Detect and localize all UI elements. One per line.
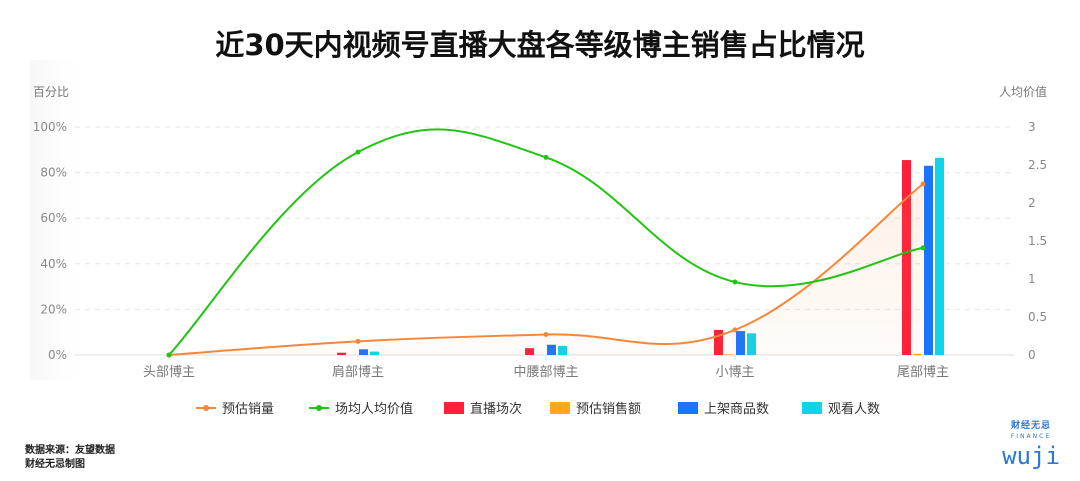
y2-tick-label: 3 [1028, 120, 1036, 134]
logo-cn: 财经无忌 [1010, 421, 1051, 431]
y2-tick-label: 1.5 [1028, 234, 1047, 248]
legend-label: 观看人数 [828, 401, 880, 417]
credit-text: 财经无忌制图 [25, 459, 85, 470]
y2-tick-label: 0 [1028, 348, 1036, 362]
y2-tick-label: 1 [1028, 272, 1036, 286]
point-场均人均价值 [166, 352, 172, 358]
legend-swatch [802, 402, 822, 414]
y2-tick-label: 2 [1028, 196, 1036, 210]
y-axis-label: 百分比 [33, 85, 69, 99]
y-tick-label: 80% [40, 166, 67, 180]
line-预估销量 [168, 183, 924, 356]
bar-观看人数 [935, 157, 944, 355]
chart-title: 近30天内视频号直播大盘各等级博主销售占比情况 [215, 28, 865, 62]
legend-swatch [678, 402, 698, 414]
wuji-logo: 财经无忌 FINANCE wuji [996, 420, 1066, 471]
legend-label: 预估销量 [222, 402, 274, 417]
x-tick-label: 小博主 [715, 365, 754, 380]
x-tick-label: 头部博主 [143, 365, 195, 380]
source-text: 数据来源：友望数据 [25, 445, 115, 456]
point-预估销量 [732, 327, 738, 333]
legend-label: 上架商品数 [704, 402, 769, 417]
legend-swatch [444, 402, 464, 414]
legend-swatch [550, 402, 570, 414]
y-tick-label: 40% [40, 257, 67, 271]
y-tick-label: 20% [40, 302, 67, 316]
y-tick-label: 100% [33, 120, 67, 134]
legend-swatch-dot [316, 405, 322, 411]
logo-en: FINANCE [1010, 433, 1052, 440]
y2-axis-label: 人均价值 [999, 84, 1047, 99]
logo-wordmark: wuji [1002, 442, 1060, 470]
y-tick-label: 0% [48, 348, 67, 362]
point-场均人均价值 [355, 149, 361, 155]
y-tick-label: 60% [40, 211, 67, 225]
legend-label: 场均人均价值 [335, 401, 413, 417]
point-预估销量 [920, 181, 926, 187]
point-场均人均价值 [732, 279, 738, 285]
source-note: 数据来源：友望数据 财经无忌制图 [25, 444, 115, 472]
point-预估销量 [355, 338, 361, 344]
legend-label: 预估销售额 [576, 401, 641, 417]
y2-tick-label: 0.5 [1028, 310, 1047, 324]
x-tick-label: 中腰部博主 [513, 365, 578, 380]
bar-上架商品数 [924, 165, 933, 355]
point-场均人均价值 [543, 154, 549, 160]
legend-label: 直播场次 [470, 401, 522, 417]
legend-swatch-dot [203, 405, 209, 411]
y2-tick-label: 2.5 [1028, 158, 1047, 172]
point-预估销量 [543, 331, 549, 337]
point-场均人均价值 [920, 245, 926, 251]
x-tick-label: 尾部博主 [897, 365, 949, 380]
area-预估销量 [169, 184, 923, 355]
x-tick-label: 肩部博主 [332, 364, 384, 380]
